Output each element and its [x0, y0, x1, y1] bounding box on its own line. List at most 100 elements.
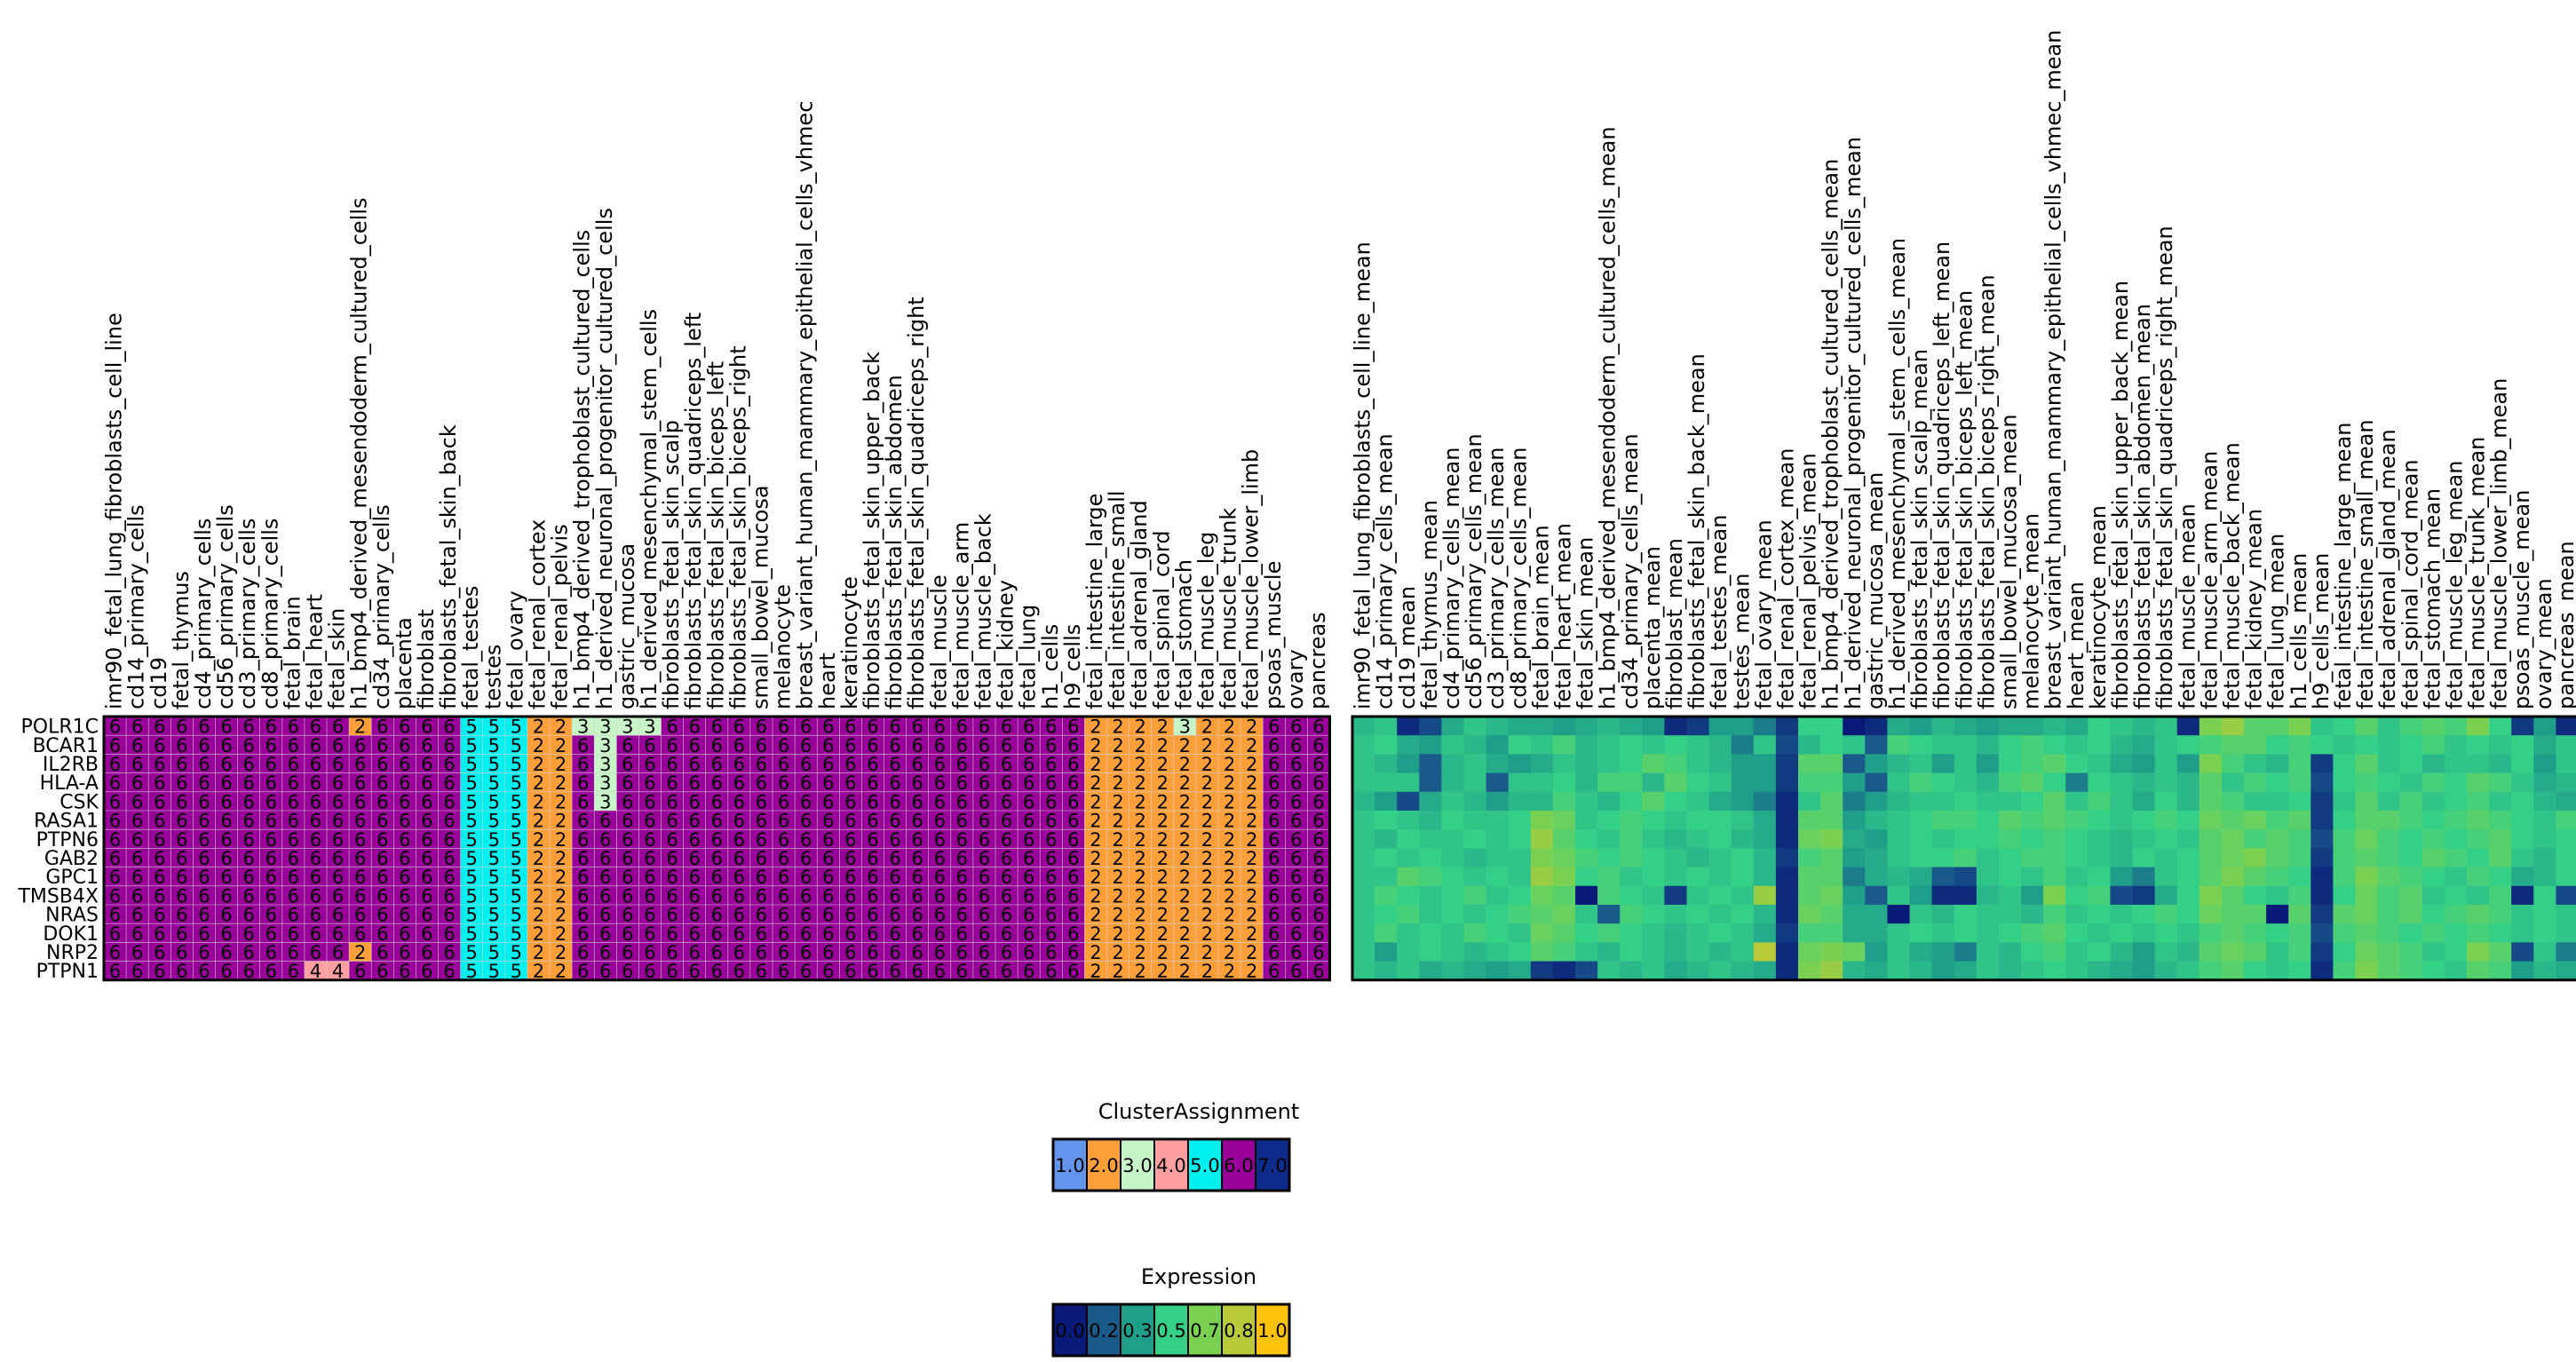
heatmap-cell [2244, 942, 2267, 962]
heatmap-cell [438, 772, 461, 793]
cell-value-label: 6 [154, 791, 165, 812]
heatmap-cell [2199, 867, 2223, 887]
heatmap-cell [2221, 829, 2245, 849]
heatmap-cell [148, 791, 171, 812]
cell-value-label: 6 [1290, 772, 1302, 794]
column-label: fetal_adrenal_gland_mean [2375, 429, 2400, 709]
cell-value-label: 6 [666, 829, 678, 851]
heatmap-cell [416, 735, 439, 755]
heatmap-cell [928, 735, 952, 755]
heatmap-cell [482, 735, 506, 755]
cell-value-label: 6 [399, 811, 410, 832]
heatmap-cell [661, 867, 684, 887]
heatmap-cell [638, 772, 662, 793]
expression-legend-swatches: 0.0 0.2 0.3 0.5 0.7 0.8 1.0 [1051, 1303, 1291, 1358]
heatmap-cell [2154, 735, 2178, 755]
heatmap-cell [1040, 791, 1063, 812]
cell-value-label: 6 [756, 829, 767, 851]
cell-value-label: 2 [1090, 848, 1101, 869]
heatmap-cell [2043, 905, 2066, 924]
heatmap-cell [1285, 754, 1308, 773]
heatmap-cell [1664, 735, 1687, 755]
heatmap-cell [995, 811, 1019, 830]
heatmap-cell [1552, 735, 1576, 755]
heatmap-cell [661, 829, 684, 849]
heatmap-cell [2355, 905, 2378, 924]
heatmap-cell [1843, 942, 1866, 962]
heatmap-cell [1151, 754, 1175, 773]
heatmap-cell [2355, 885, 2378, 906]
heatmap-cell [1263, 735, 1286, 755]
column-label: h1_bmp4_derived_mesendoderm_cultured_cel… [347, 197, 372, 709]
heatmap-cell [2333, 867, 2356, 887]
cell-value-label: 6 [421, 848, 432, 869]
heatmap-cell [839, 735, 862, 755]
heatmap-cell [438, 717, 461, 736]
cell-value-label: 6 [332, 754, 344, 775]
heatmap-cell [2043, 961, 2066, 981]
cell-value-label: 6 [1001, 717, 1012, 738]
cell-value-label: 6 [1045, 811, 1057, 832]
heatmap-cell [2132, 791, 2155, 812]
expression-legend: Expression 0.0 0.2 0.3 0.5 0.7 0.8 1.0 [1051, 1264, 1291, 1358]
heatmap-cell [416, 717, 439, 736]
column-label: fibroblast [414, 609, 439, 709]
heatmap-cell [148, 754, 171, 773]
heatmap-cell [550, 829, 573, 849]
cell-value-label: 6 [288, 848, 299, 869]
heatmap-cell [683, 829, 707, 849]
heatmap-cell [104, 754, 127, 773]
cell-value-label: 2 [555, 754, 567, 775]
heatmap-cell [170, 754, 194, 773]
column-label: fetal_renal_pelvis_mean [1796, 453, 1821, 709]
cell-value-label: 6 [911, 848, 923, 869]
heatmap-cell [281, 717, 305, 736]
heatmap-cell [1352, 923, 1375, 943]
heatmap-cell [1620, 791, 1643, 812]
heatmap-cell [1218, 772, 1241, 793]
column-label: fibroblasts_fetal_skin_scalp_mean [1907, 349, 1932, 709]
heatmap-cell [1129, 754, 1153, 773]
cell-value-label: 6 [867, 829, 878, 851]
heatmap-cell [2556, 772, 2576, 793]
heatmap-cell [2333, 848, 2356, 867]
heatmap-cell [1865, 923, 1888, 943]
heatmap-cell [1731, 735, 1755, 755]
column-label: breast_variant_human_mammary_epithelial_… [2041, 30, 2066, 709]
cell-value-label: 6 [644, 848, 655, 869]
heatmap-cell [2176, 905, 2200, 924]
heatmap-cell [616, 754, 639, 773]
heatmap-cell [1218, 791, 1241, 812]
heatmap-cell [1018, 811, 1041, 830]
heatmap-cell [1575, 829, 1598, 849]
heatmap-cell [2399, 923, 2423, 943]
heatmap-cell [1798, 754, 1821, 773]
heatmap-cell [1998, 905, 2022, 924]
cell-value-label: 6 [266, 829, 277, 851]
heatmap-cell [638, 735, 662, 755]
heatmap-cell [2088, 754, 2111, 773]
heatmap-cell [1397, 735, 1420, 755]
heatmap-cell [861, 754, 884, 773]
column-label: h1_bmp4_derived_trophoblast_cultured_cel… [570, 230, 595, 709]
heatmap-cell [683, 735, 707, 755]
heatmap-cell [2355, 717, 2378, 736]
cell-value-label: 6 [198, 735, 210, 756]
heatmap-cell [2021, 848, 2044, 867]
heatmap-cell [1552, 717, 1576, 736]
heatmap-cell [972, 754, 996, 773]
heatmap-cell [1976, 923, 2000, 943]
cell-value-label: 6 [934, 848, 946, 869]
heatmap-cell [1798, 791, 1821, 812]
heatmap-cell [594, 735, 617, 755]
heatmap-cell [1708, 791, 1732, 812]
heatmap-cell [2199, 735, 2223, 755]
cell-value-label: 6 [198, 829, 210, 851]
heatmap-cell [1686, 867, 1709, 887]
heatmap-cell [237, 791, 261, 812]
heatmap-cell [1486, 848, 1510, 867]
cell-value-label: 6 [800, 848, 812, 869]
cell-value-label: 6 [934, 717, 946, 738]
heatmap-cell [594, 829, 617, 849]
cell-value-label: 2 [1246, 772, 1257, 794]
